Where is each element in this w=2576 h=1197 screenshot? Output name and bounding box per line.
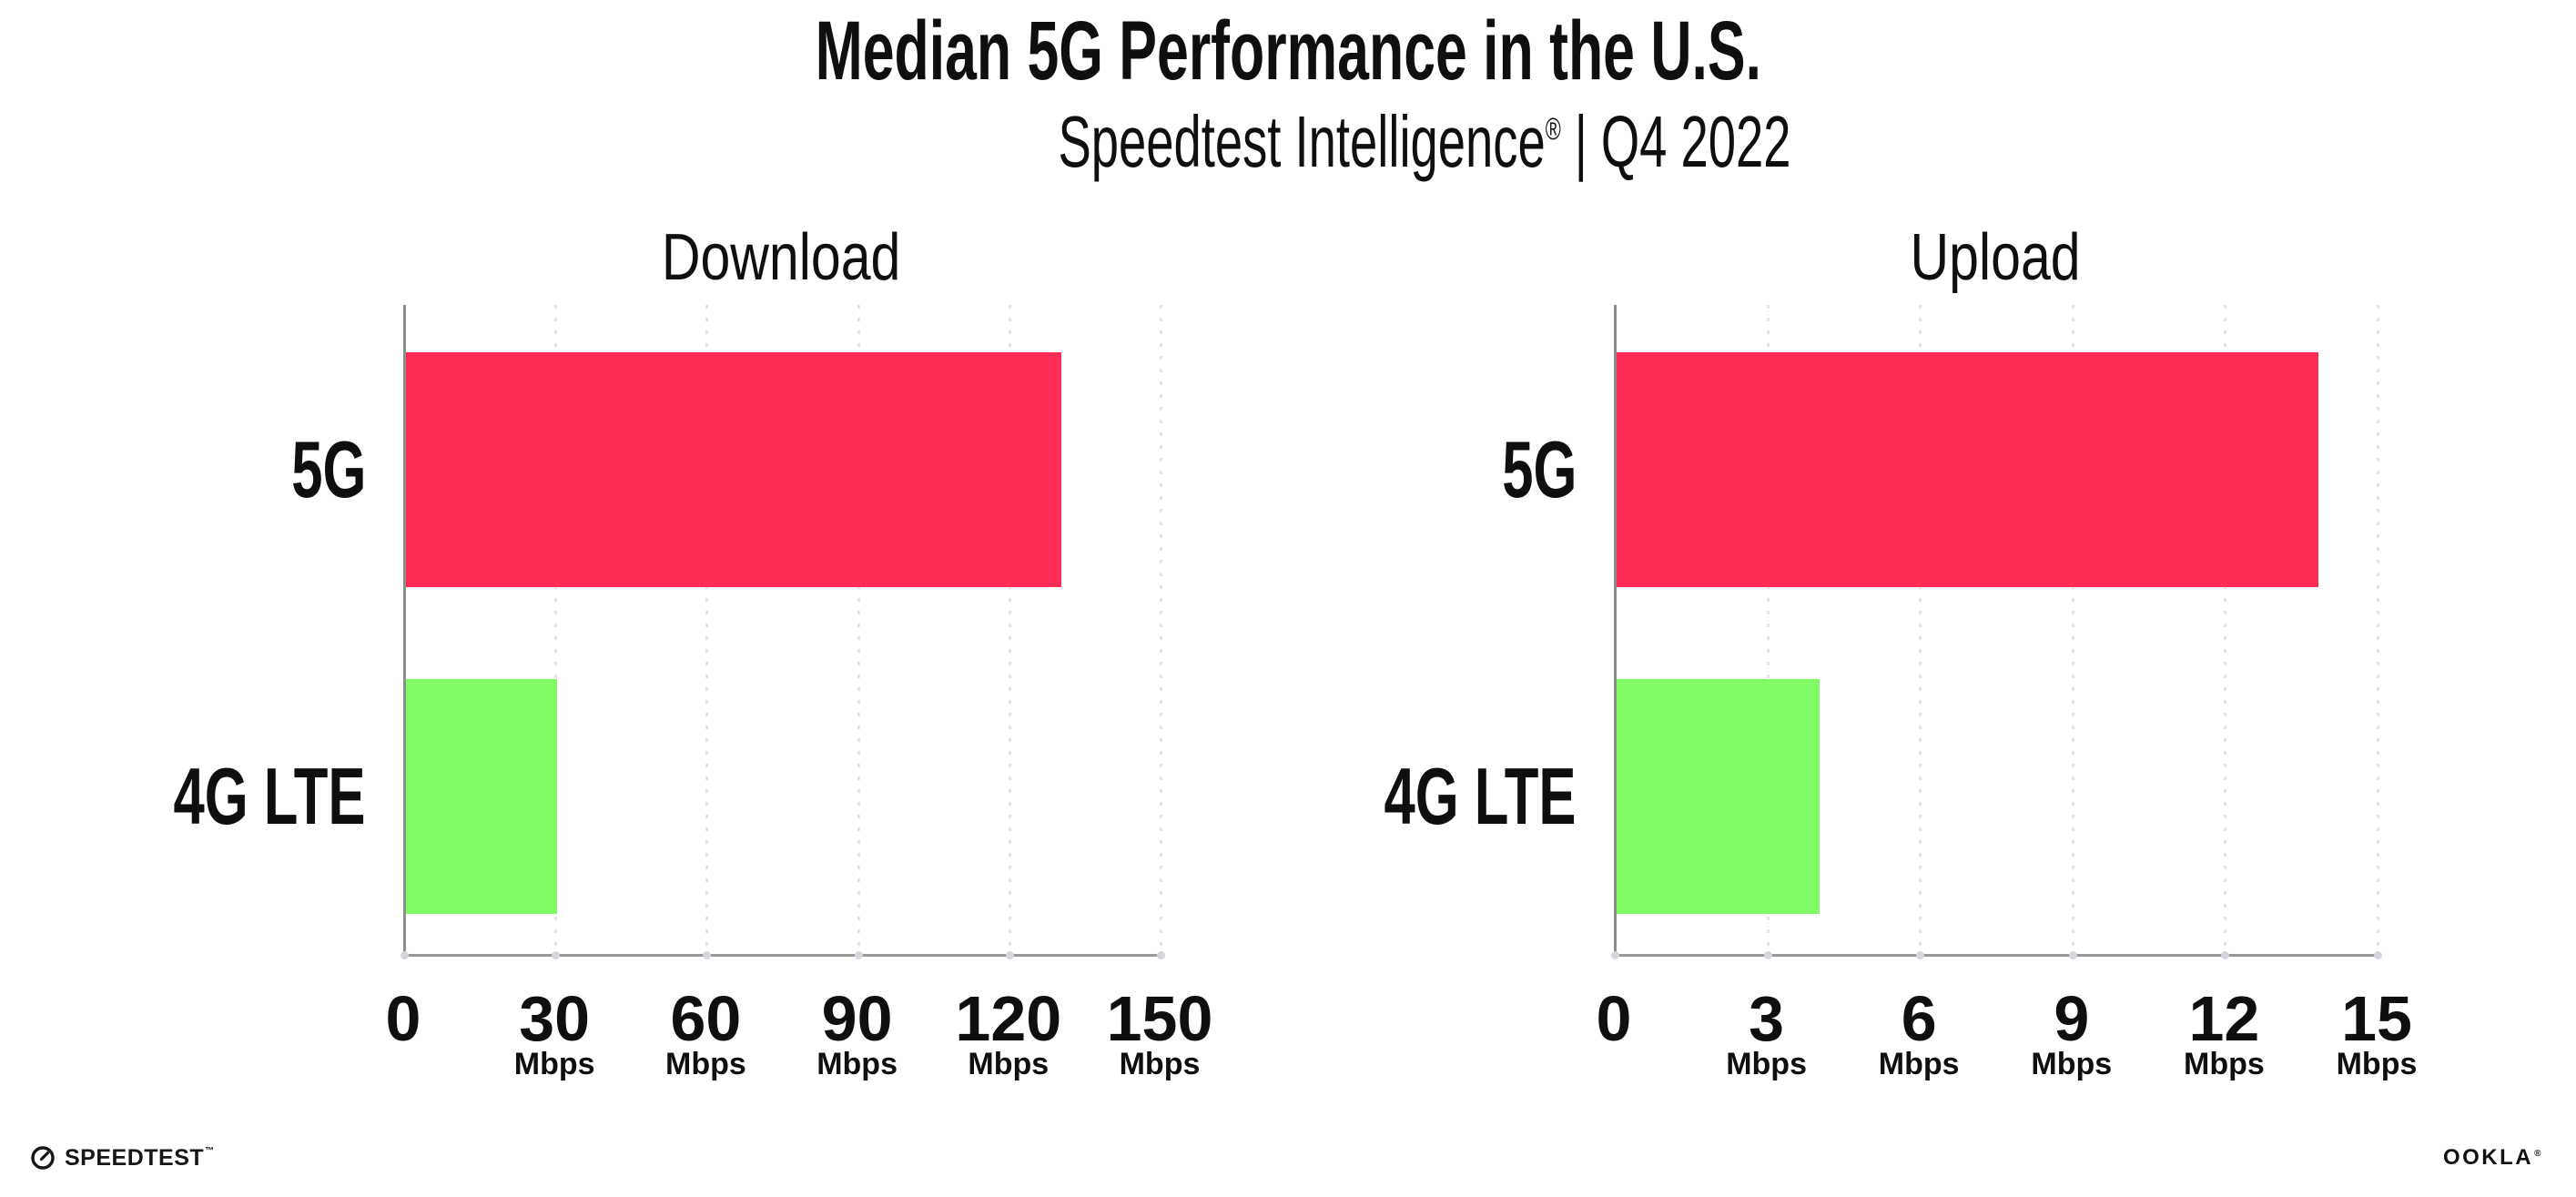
ookla-logo: OOKLA® <box>2443 1145 2543 1171</box>
chart-title-download: Download <box>403 217 1160 299</box>
bar-5g-upload <box>1617 352 2318 587</box>
tick-label-upload-0: 0 <box>1596 983 1632 1054</box>
gridline-download-90 <box>857 305 860 954</box>
category-label-4g-lte-upload: 4G LTE <box>1194 755 1577 838</box>
x-axis-download <box>403 954 1162 957</box>
tick-unit-label-upload-15: Mbps <box>2336 1047 2418 1081</box>
tick-unit-label-download-120: Mbps <box>968 1047 1050 1081</box>
category-label-text-4g-lte-upload: 4G LTE <box>1384 751 1577 841</box>
chart-title-text-download: Download <box>662 221 901 294</box>
tick-label-download-150: 150 <box>1106 983 1213 1054</box>
speedtest-gauge-icon <box>31 1146 55 1170</box>
axis-tick-dot-upload-12 <box>2221 951 2230 959</box>
gridline-upload-15 <box>2377 305 2379 954</box>
tick-label-download-120: 120 <box>955 983 1062 1054</box>
category-label-5g-download: 5G <box>0 428 366 512</box>
y-axis-upload <box>1614 305 1617 957</box>
axis-tick-dot-download-90 <box>854 951 863 959</box>
tick-unit-label-download-150: Mbps <box>1119 1047 1201 1081</box>
subtitle-separator: | <box>1574 101 1587 182</box>
axis-tick-dot-download-60 <box>703 951 712 959</box>
tick-label-download-60: 60 <box>670 983 742 1054</box>
gridline-download-120 <box>1008 305 1011 954</box>
bar-4g-lte-download <box>406 679 558 914</box>
trademark-mark: ™ <box>205 1145 215 1156</box>
axis-tick-dot-download-150 <box>1157 951 1165 959</box>
category-label-text-5g-download: 5G <box>290 424 366 514</box>
axis-tick-dot-upload-6 <box>1916 951 1925 959</box>
tick-unit-label-download-90: Mbps <box>816 1047 898 1081</box>
axis-tick-dot-upload-15 <box>2374 951 2382 959</box>
gridline-download-60 <box>705 305 709 954</box>
axis-tick-dot-download-30 <box>552 951 561 959</box>
gridline-download-150 <box>1160 305 1162 954</box>
y-axis-download <box>403 305 406 957</box>
subtitle-period: Q4 2022 <box>1600 101 1791 182</box>
subtitle-brand: Speedtest Intelligence <box>1058 101 1546 182</box>
ookla-registered-mark: ® <box>2534 1149 2543 1159</box>
tick-label-upload-9: 9 <box>2054 983 2090 1054</box>
tick-label-download-0: 0 <box>385 983 421 1054</box>
tick-unit-label-download-60: Mbps <box>665 1047 746 1081</box>
tick-label-upload-15: 15 <box>2341 983 2412 1054</box>
tick-unit-label-upload-9: Mbps <box>2031 1047 2113 1081</box>
category-label-text-5g-upload: 5G <box>1501 424 1577 514</box>
axis-tick-dot-upload-0 <box>1611 951 1619 959</box>
category-label-4g-lte-download: 4G LTE <box>0 755 366 838</box>
category-label-text-4g-lte-download: 4G LTE <box>173 751 366 841</box>
tick-label-upload-12: 12 <box>2188 983 2260 1054</box>
chart-title-text-upload: Upload <box>1910 221 2081 294</box>
tick-unit-label-upload-12: Mbps <box>2184 1047 2265 1081</box>
page-title-text: Median 5G Performance in the U.S. <box>815 5 1761 97</box>
page-subtitle-text: Speedtest Intelligence® | Q4 2022 <box>1058 96 1790 202</box>
gridline-download-30 <box>554 305 558 954</box>
tick-label-download-30: 30 <box>519 983 591 1054</box>
ookla-logo-text: OOKLA <box>2442 1145 2534 1170</box>
speedtest-logo: SPEEDTEST ™ <box>30 1140 214 1176</box>
tick-label-download-90: 90 <box>821 983 893 1054</box>
axis-tick-dot-download-0 <box>401 951 409 959</box>
gridline-upload-6 <box>1919 305 1922 954</box>
bar-5g-download <box>406 352 1062 587</box>
gridline-upload-3 <box>1766 305 1770 954</box>
tick-unit-label-upload-3: Mbps <box>1726 1047 1807 1081</box>
tick-label-upload-6: 6 <box>1901 983 1937 1054</box>
bar-4g-lte-upload <box>1617 679 1820 914</box>
category-label-5g-upload: 5G <box>1194 428 1577 512</box>
gridline-upload-9 <box>2071 305 2074 954</box>
chart-title-upload: Upload <box>1614 217 2377 299</box>
x-axis-upload <box>1614 954 2379 957</box>
registered-mark: ® <box>1545 112 1561 147</box>
tick-label-upload-3: 3 <box>1749 983 1785 1054</box>
axis-tick-dot-download-120 <box>1005 951 1014 959</box>
speedtest-logo-text: SPEEDTEST <box>65 1144 205 1171</box>
page-subtitle: Speedtest Intelligence® | Q4 2022 <box>0 96 2576 188</box>
axis-tick-dot-upload-9 <box>2068 951 2077 959</box>
tick-unit-label-download-30: Mbps <box>513 1047 595 1081</box>
tick-unit-label-upload-6: Mbps <box>1878 1047 1960 1081</box>
gridline-upload-12 <box>2224 305 2227 954</box>
page-title: Median 5G Performance in the U.S. <box>0 4 2576 98</box>
axis-tick-dot-upload-3 <box>1763 951 1772 959</box>
